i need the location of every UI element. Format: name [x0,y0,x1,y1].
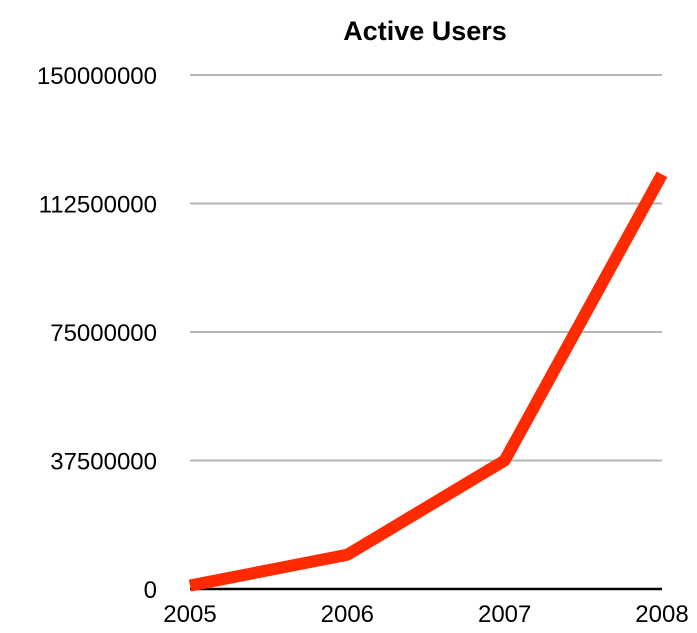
y-tick-label: 112500000 [39,192,157,219]
x-tick-label: 2007 [478,601,531,628]
y-tick-label: 75000000 [50,320,157,347]
y-axis-tick-labels: 0 37500000 75000000 112500000 150000000 [37,63,157,604]
chart-title: Active Users [343,16,507,46]
series-line [188,171,668,592]
x-tick-label: 2008 [635,601,688,628]
gridlines [190,74,662,462]
y-tick-label: 0 [144,577,157,604]
x-axis-tick-labels: 2005 2006 2007 2008 [163,601,688,628]
x-tick-label: 2006 [321,601,374,628]
x-tick-label: 2005 [163,601,216,628]
y-tick-label: 150000000 [37,63,157,90]
y-tick-label: 37500000 [50,449,157,476]
series-layer [188,171,668,592]
